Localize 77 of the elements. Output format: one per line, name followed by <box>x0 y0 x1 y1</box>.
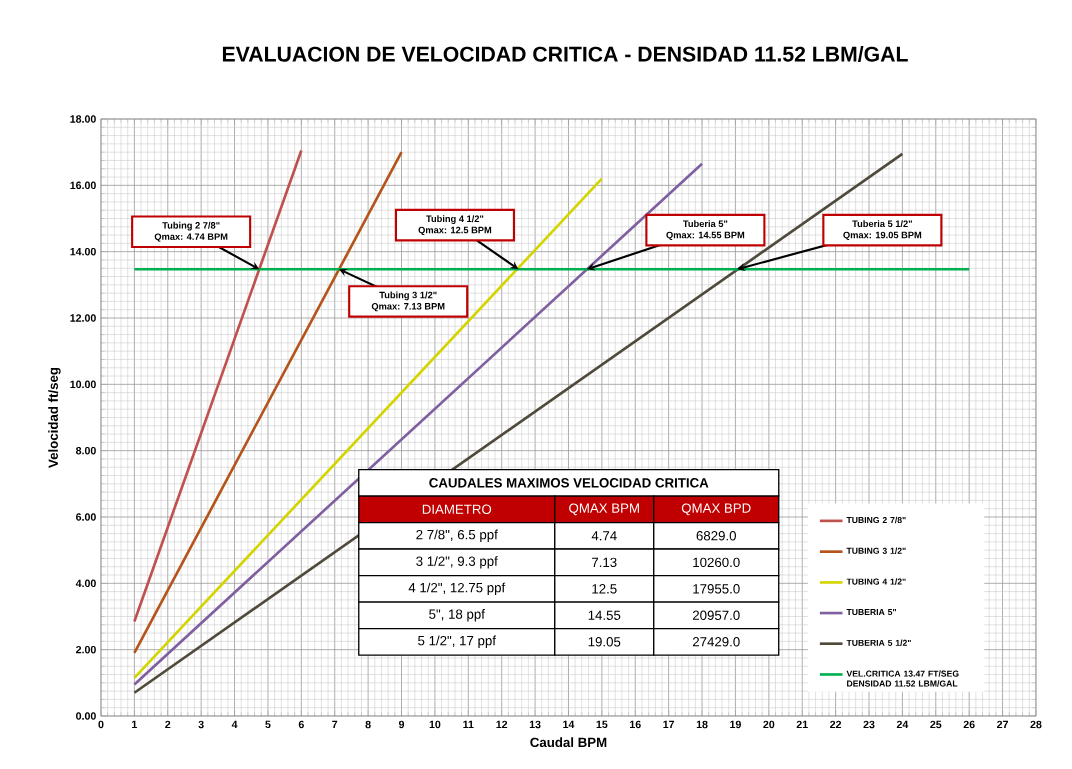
annotation: 17955.0 <box>693 584 740 594</box>
annotation: 3 1/2", 9.3 ppf <box>416 556 498 569</box>
annotation: 6829.0 <box>696 531 736 541</box>
annotation: 20957.0 <box>692 610 740 621</box>
x-axis-title: Caudal BPM <box>530 737 607 748</box>
annotation: CAUDALES MAXIMOS VELOCIDAD CRITICA <box>429 478 709 488</box>
x-tick-label: 21 <box>796 720 808 729</box>
legend-label: TUBING 2 7/8" <box>846 516 906 524</box>
annotation: Qmax: 12.5 BPM <box>418 226 492 236</box>
x-tick-label: 13 <box>529 720 541 729</box>
annotation: QMAX BPM <box>569 503 639 516</box>
annotation: Tubing 3 1/2" <box>379 291 437 301</box>
x-tick-label: 15 <box>596 720 608 729</box>
legend-label: TUBERIA 5 1/2" <box>846 639 911 646</box>
x-tick-label: 14 <box>563 720 575 728</box>
x-tick-label: 8 <box>365 720 371 729</box>
x-tick-label: 27 <box>997 720 1008 729</box>
x-tick-label: 25 <box>930 720 942 729</box>
y-tick-label: 6.00 <box>76 513 96 521</box>
x-tick-label: 26 <box>963 720 975 729</box>
annotation: DIAMETRO <box>422 504 492 515</box>
x-tick-label: 2 <box>165 720 171 729</box>
annotation: 7.13 <box>592 557 617 568</box>
annotation: 5", 18 ppf <box>429 609 485 622</box>
x-tick-label: 9 <box>398 720 405 729</box>
x-tick-label: 1 <box>132 720 138 728</box>
y-tick-label: 8.00 <box>75 446 96 455</box>
chart-title: EVALUACION DE VELOCIDAD CRITICA - DENSIDAD 11.52 LBM/GAL <box>222 46 908 62</box>
x-tick-label: 17 <box>663 720 675 728</box>
x-tick-label: 16 <box>630 720 641 729</box>
y-tick-label: 14.00 <box>70 247 96 256</box>
y-tick-label: 2.00 <box>76 645 96 654</box>
annotation: 19.05 <box>588 637 621 647</box>
x-tick-label: 20 <box>763 720 775 729</box>
annotation: 2 7/8", 6.5 ppf <box>416 529 498 542</box>
legend-label: TUBING 4 1/2" <box>846 578 906 585</box>
annotation: Qmax: 19.05 BPM <box>843 231 922 241</box>
y-tick-label: 4.00 <box>75 579 96 588</box>
x-tick-label: 4 <box>231 720 238 728</box>
legend-label: VEL.CRITICA 13.47 FT/SEG DENSIDAD 11.52 LBM/GAL <box>846 670 959 687</box>
annotation: 27429.0 <box>692 637 740 647</box>
annotation: Tuberia 5" <box>682 220 728 228</box>
x-tick-label: 11 <box>463 720 474 728</box>
annotation: QMAX BPD <box>681 503 751 516</box>
x-tick-label: 0 <box>98 720 104 729</box>
x-tick-label: 28 <box>1030 720 1042 729</box>
y-tick-label: 10.00 <box>70 380 96 389</box>
x-tick-label: 6 <box>298 720 304 729</box>
annotation: Qmax: 14.55 BPM <box>666 231 745 241</box>
y-tick-label: 16.00 <box>70 181 96 190</box>
legend-label: TUBING 3 1/2" <box>846 547 906 554</box>
y-tick-label: 18.00 <box>70 115 96 123</box>
y-axis-title: Velocidad ft/seg <box>48 367 61 468</box>
legend-label: TUBERIA 5" <box>846 609 896 616</box>
x-tick-label: 12 <box>496 720 508 729</box>
annotation: 12.5 <box>592 584 617 594</box>
x-tick-label: 3 <box>198 720 204 729</box>
x-tick-label: 18 <box>696 720 708 729</box>
x-tick-label: 22 <box>830 720 842 729</box>
annotation: Qmax: 7.13 BPM <box>371 303 445 312</box>
y-tick-label: 0.00 <box>76 712 96 720</box>
annotation: Tubing 4 1/2" <box>426 215 484 224</box>
annotation: 14.55 <box>588 610 621 620</box>
x-tick-label: 23 <box>863 720 875 729</box>
x-tick-label: 19 <box>730 720 741 729</box>
annotation: 5 1/2", 17 ppf <box>418 635 496 648</box>
x-tick-label: 10 <box>429 720 441 729</box>
annotation: Tubing 2 7/8" <box>162 221 220 231</box>
x-tick-label: 24 <box>896 720 909 729</box>
annotation: 4 1/2", 12.75 ppf <box>408 582 506 595</box>
x-tick-label: 5 <box>265 720 271 729</box>
annotation: Tuberia 5 1/2" <box>852 220 912 228</box>
x-tick-label: 7 <box>332 720 338 728</box>
y-tick-label: 12.00 <box>70 314 96 322</box>
annotation: 4.74 <box>591 531 617 541</box>
annotation: 10260.0 <box>693 557 740 568</box>
annotation: Qmax: 4.74 BPM <box>154 233 228 242</box>
